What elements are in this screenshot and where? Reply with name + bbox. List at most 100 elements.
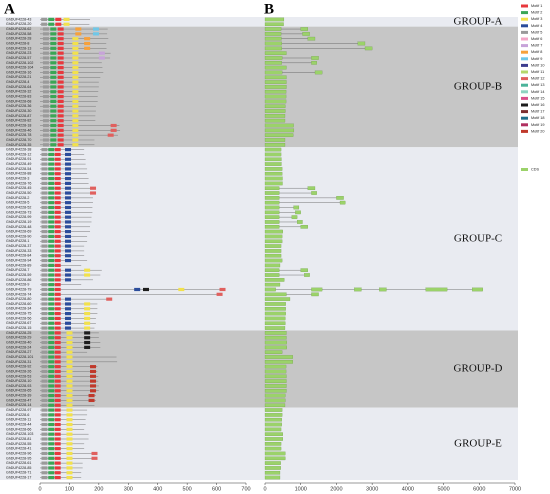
motif <box>42 138 49 142</box>
motif <box>41 316 48 321</box>
motif <box>57 90 64 94</box>
legend-label: Motif 3 <box>531 17 542 21</box>
motif <box>57 70 64 75</box>
motif <box>72 75 79 79</box>
cds <box>264 210 280 215</box>
motif <box>42 143 49 147</box>
gene-name: GhDUF4228-32 <box>6 90 31 94</box>
motif <box>42 128 49 132</box>
legend-swatch <box>521 50 528 54</box>
gene-name: GhDUF4228-54 <box>6 167 31 171</box>
cds <box>364 46 373 51</box>
motif <box>50 114 57 118</box>
cds <box>264 118 286 123</box>
cds <box>264 46 282 51</box>
gene-name: GhDUF4228-57 <box>6 56 31 60</box>
motif <box>54 413 61 417</box>
motif <box>65 172 72 176</box>
gene-name: GhDUF4228-92 <box>6 365 31 369</box>
motif <box>54 418 61 422</box>
motif <box>41 201 48 205</box>
cds <box>264 239 283 244</box>
cds <box>264 369 287 374</box>
motif <box>48 340 55 345</box>
motif <box>50 104 57 108</box>
gene-name: GhDUF4228-94 <box>6 259 31 263</box>
motif <box>54 191 61 195</box>
motif <box>54 268 61 272</box>
motif <box>57 99 64 104</box>
legend-swatch <box>521 168 528 171</box>
motif <box>48 254 55 258</box>
legend-label: Motif 18 <box>531 116 545 120</box>
motif <box>65 312 72 316</box>
motif <box>50 51 57 55</box>
cds <box>264 56 283 60</box>
gene-name: GhDUF4228-1 <box>6 239 29 243</box>
motif <box>42 119 49 123</box>
cds <box>300 27 308 31</box>
gene-name: GhDUF4228-91 <box>6 157 31 161</box>
motif <box>84 331 91 335</box>
gene-name: GhDUF4228-65 <box>6 389 31 393</box>
motif <box>72 104 79 108</box>
motif <box>54 345 61 349</box>
motif <box>50 75 57 79</box>
motif <box>54 172 61 176</box>
motif <box>110 128 117 132</box>
motif <box>41 283 48 287</box>
legend-label: Motif 5 <box>531 30 542 34</box>
motif <box>65 239 72 243</box>
cds <box>264 157 282 162</box>
motif <box>65 297 72 301</box>
motif <box>72 109 79 113</box>
motif <box>72 99 79 104</box>
motif <box>57 37 64 41</box>
motif <box>84 302 91 306</box>
motif <box>66 360 73 364</box>
legend-swatch <box>521 44 528 48</box>
cds <box>264 398 286 403</box>
legend-swatch <box>521 83 528 87</box>
motif <box>41 268 48 272</box>
gene-name: GhDUF4228-96 <box>6 451 31 455</box>
motif <box>48 360 55 364</box>
motif <box>41 239 48 243</box>
motif <box>91 451 98 456</box>
gene-name: GhDUF4228-41 <box>6 447 31 451</box>
cds <box>264 466 281 470</box>
motif <box>57 41 64 46</box>
gene-name: GhDUF4228-9 <box>6 283 29 287</box>
motif <box>219 287 226 292</box>
motif <box>54 389 61 393</box>
cds <box>300 224 308 229</box>
gene-name: GhDUF4228-10 <box>6 379 31 383</box>
motif <box>54 215 61 219</box>
motif <box>66 475 73 480</box>
motif <box>57 109 64 113</box>
motif <box>57 85 64 89</box>
cds <box>264 422 282 427</box>
motif <box>57 75 64 79</box>
motif <box>178 287 185 292</box>
cds <box>297 220 303 224</box>
cds <box>300 268 308 273</box>
motif <box>57 114 64 118</box>
motif <box>41 249 48 253</box>
motif <box>48 205 55 210</box>
motif <box>48 234 55 239</box>
cds <box>264 70 283 75</box>
motif <box>54 355 61 359</box>
motif <box>57 66 64 70</box>
cds <box>264 408 283 412</box>
cds <box>264 152 282 157</box>
motif <box>54 167 61 171</box>
motif <box>54 369 61 374</box>
legend-swatch <box>521 129 528 133</box>
cds <box>264 17 285 22</box>
motif <box>42 133 49 137</box>
cds <box>264 147 282 152</box>
cds <box>264 335 287 340</box>
cds <box>264 263 281 268</box>
gene-name: GhDUF4228-7 <box>6 268 29 272</box>
